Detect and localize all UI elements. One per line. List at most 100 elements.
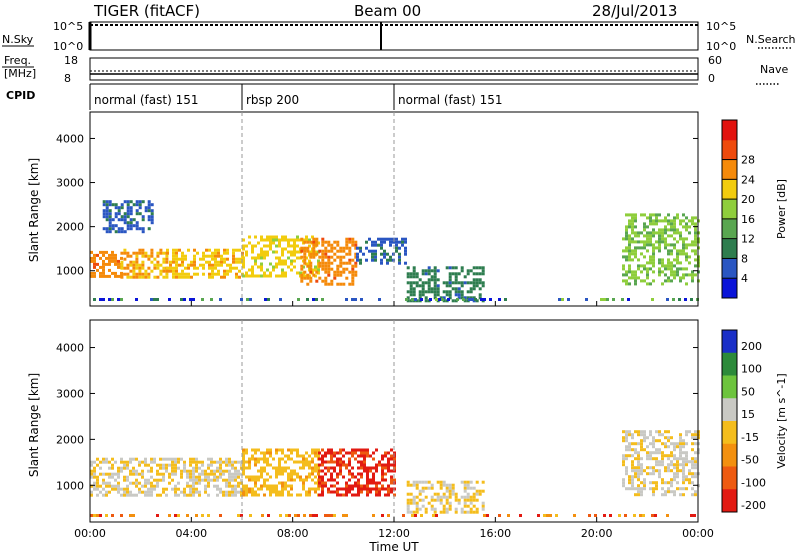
data-cell <box>263 238 266 242</box>
data-cell <box>348 487 351 491</box>
data-cell <box>181 263 184 267</box>
data-cell <box>412 290 416 294</box>
data-cell <box>691 219 694 223</box>
data-cell <box>129 254 133 258</box>
data-cell <box>348 246 352 250</box>
data-cell <box>445 495 449 499</box>
data-cell <box>254 274 257 278</box>
data-cell <box>694 433 697 437</box>
data-cell <box>460 507 464 511</box>
data-cell <box>365 240 368 244</box>
data-cell <box>685 451 688 455</box>
data-cell <box>433 278 437 282</box>
data-cell <box>202 272 205 276</box>
data-cell <box>117 259 120 263</box>
data-cell <box>123 200 127 204</box>
data-cell <box>693 514 696 517</box>
near-range-scatter <box>93 298 699 301</box>
data-cell <box>129 221 133 225</box>
data-cell <box>424 296 428 300</box>
data-cell <box>433 272 437 276</box>
data-cell <box>147 490 150 494</box>
data-cell <box>640 445 643 449</box>
data-cell <box>436 293 440 297</box>
data-cell <box>222 493 225 497</box>
data-cell <box>622 481 625 485</box>
data-cell <box>260 238 263 242</box>
data-cell <box>412 275 416 279</box>
data-cell <box>314 490 317 494</box>
data-cell <box>634 469 637 473</box>
data-cell <box>303 276 307 280</box>
data-cell <box>216 469 219 473</box>
data-cell <box>93 259 96 263</box>
data-cell <box>208 272 211 276</box>
data-cell <box>427 284 431 288</box>
data-cell <box>448 501 452 505</box>
data-cell <box>317 466 320 470</box>
data-cell <box>433 296 437 300</box>
data-cell <box>387 457 390 461</box>
data-cell <box>387 460 390 464</box>
data-cell <box>299 478 302 482</box>
data-cell <box>263 253 266 257</box>
data-cell <box>318 457 321 461</box>
data-cell <box>667 469 670 473</box>
data-cell <box>302 274 305 278</box>
data-cell <box>248 478 251 482</box>
data-cell <box>667 430 670 434</box>
data-cell <box>451 483 455 487</box>
data-cell <box>210 472 213 476</box>
data-cell <box>389 240 392 244</box>
data-cell <box>290 475 293 479</box>
data-cell <box>219 490 222 494</box>
data-cell <box>421 480 425 484</box>
data-cell <box>664 454 667 458</box>
data-cell <box>302 466 305 470</box>
data-cell <box>655 439 658 443</box>
data-cell <box>679 442 682 446</box>
data-cell <box>537 514 540 517</box>
data-cell <box>309 279 313 283</box>
data-cell <box>481 501 485 505</box>
data-cell <box>141 469 144 473</box>
data-cell <box>679 457 682 461</box>
data-cell <box>132 493 135 497</box>
data-cell <box>631 222 634 226</box>
data-cell <box>360 466 363 470</box>
data-cell <box>418 489 422 493</box>
data-cell <box>365 258 368 262</box>
data-cell <box>192 493 195 497</box>
data-cell <box>199 257 202 261</box>
data-cell <box>138 203 142 207</box>
data-cell <box>442 507 446 511</box>
data-cell <box>129 460 132 464</box>
data-cell <box>390 478 393 482</box>
data-cell <box>412 293 416 297</box>
data-cell <box>435 298 438 301</box>
data-cell <box>181 257 184 261</box>
data-cell <box>246 298 249 301</box>
data-cell <box>345 276 349 280</box>
data-cell <box>330 457 333 461</box>
data-cell <box>682 273 685 277</box>
data-cell <box>412 498 416 502</box>
data-cell <box>475 266 479 270</box>
data-cell <box>460 293 464 297</box>
data-cell <box>661 264 664 268</box>
data-cell <box>351 270 355 274</box>
data-cell <box>685 442 688 446</box>
data-cell <box>433 269 437 273</box>
data-cell <box>622 484 625 488</box>
data-cell <box>220 260 223 264</box>
data-cell <box>281 472 284 476</box>
data-cell <box>321 279 325 283</box>
data-cell <box>481 480 485 484</box>
data-cell <box>339 249 343 253</box>
data-cell <box>342 460 345 464</box>
date-title: 28/Jul/2013 <box>592 2 677 20</box>
data-cell <box>336 273 340 277</box>
data-cell <box>395 249 398 253</box>
data-cell <box>228 469 231 473</box>
